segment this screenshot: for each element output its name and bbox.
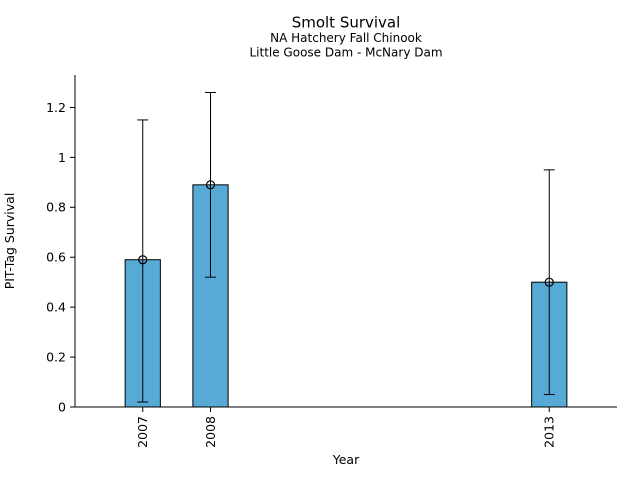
y-tick-label: 0.4 bbox=[46, 300, 66, 315]
x-tick-label-2007: 2007 bbox=[135, 416, 150, 448]
y-tick-label: 1.2 bbox=[46, 100, 66, 115]
y-tick-label: 0.8 bbox=[46, 200, 66, 215]
x-tick-label-2008: 2008 bbox=[203, 416, 218, 448]
y-tick-label: 1 bbox=[58, 150, 66, 165]
point-marker-2013 bbox=[544, 277, 554, 287]
x-axis-label: Year bbox=[332, 452, 360, 467]
chart-title: Smolt Survival bbox=[292, 14, 401, 32]
x-tick-label-2013: 2013 bbox=[542, 416, 557, 448]
y-tick-label: 0 bbox=[58, 399, 66, 414]
plot-area: 0 0.2 0.4 0.6 0.8 1 1.2 2007 2008 2013 bbox=[46, 75, 617, 448]
chart-subtitle-species: NA Hatchery Fall Chinook bbox=[270, 31, 422, 45]
y-tick-label: 0.6 bbox=[46, 250, 66, 265]
point-marker-2008 bbox=[205, 180, 216, 190]
point-marker-2007 bbox=[138, 255, 148, 265]
y-axis-label: PIT-Tag Survival bbox=[2, 193, 17, 290]
y-tick-label: 0.2 bbox=[46, 349, 66, 364]
chart-subtitle-reach: Little Goose Dam - McNary Dam bbox=[249, 46, 442, 60]
